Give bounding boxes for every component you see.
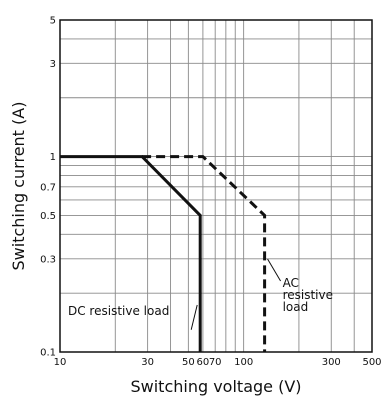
ac-label-line-3: load [283,300,309,314]
dc-label-leader [190,304,198,330]
dc-resistive-load-curve [60,155,202,352]
annotations: DC resistive load AC resistive load [68,258,333,330]
x-axis-title: Switching voltage (V) [130,377,301,396]
y-tick-label: 3 [50,59,56,70]
y-axis-title: Switching current (A) [9,102,28,271]
x-tick-label: 300 [322,357,341,368]
ac-resistive-load-curve [142,155,267,352]
x-tick-label: 500 [362,357,381,368]
y-tick-label: 0.7 [40,182,56,193]
y-tick-label: 5 [50,16,56,27]
tick-labels: 10 30 50 60 70 100 300 500 0.1 0.3 0.5 0.7 1 3 5 [40,16,381,369]
x-tick-label: 60 [197,357,210,368]
series-layer [60,155,267,352]
x-tick-label: 100 [234,357,253,368]
x-tick-label: 50 [182,357,195,368]
grid-lines [60,20,372,352]
plot-frame [59,19,373,353]
y-tick-label: 0.3 [40,254,56,265]
y-tick-label: 0.5 [40,211,56,222]
ac-label-line-1: AC [283,276,299,290]
x-tick-label: 70 [209,357,222,368]
dc-resistive-load-label: DC resistive load [68,304,169,318]
ac-label-leader [267,258,281,282]
x-tick-label: 10 [54,357,67,368]
y-tick-label: 0.1 [40,348,56,359]
y-tick-label: 1 [50,152,56,163]
ac-label-line-2: resistive [283,288,333,302]
x-tick-label: 30 [141,357,154,368]
